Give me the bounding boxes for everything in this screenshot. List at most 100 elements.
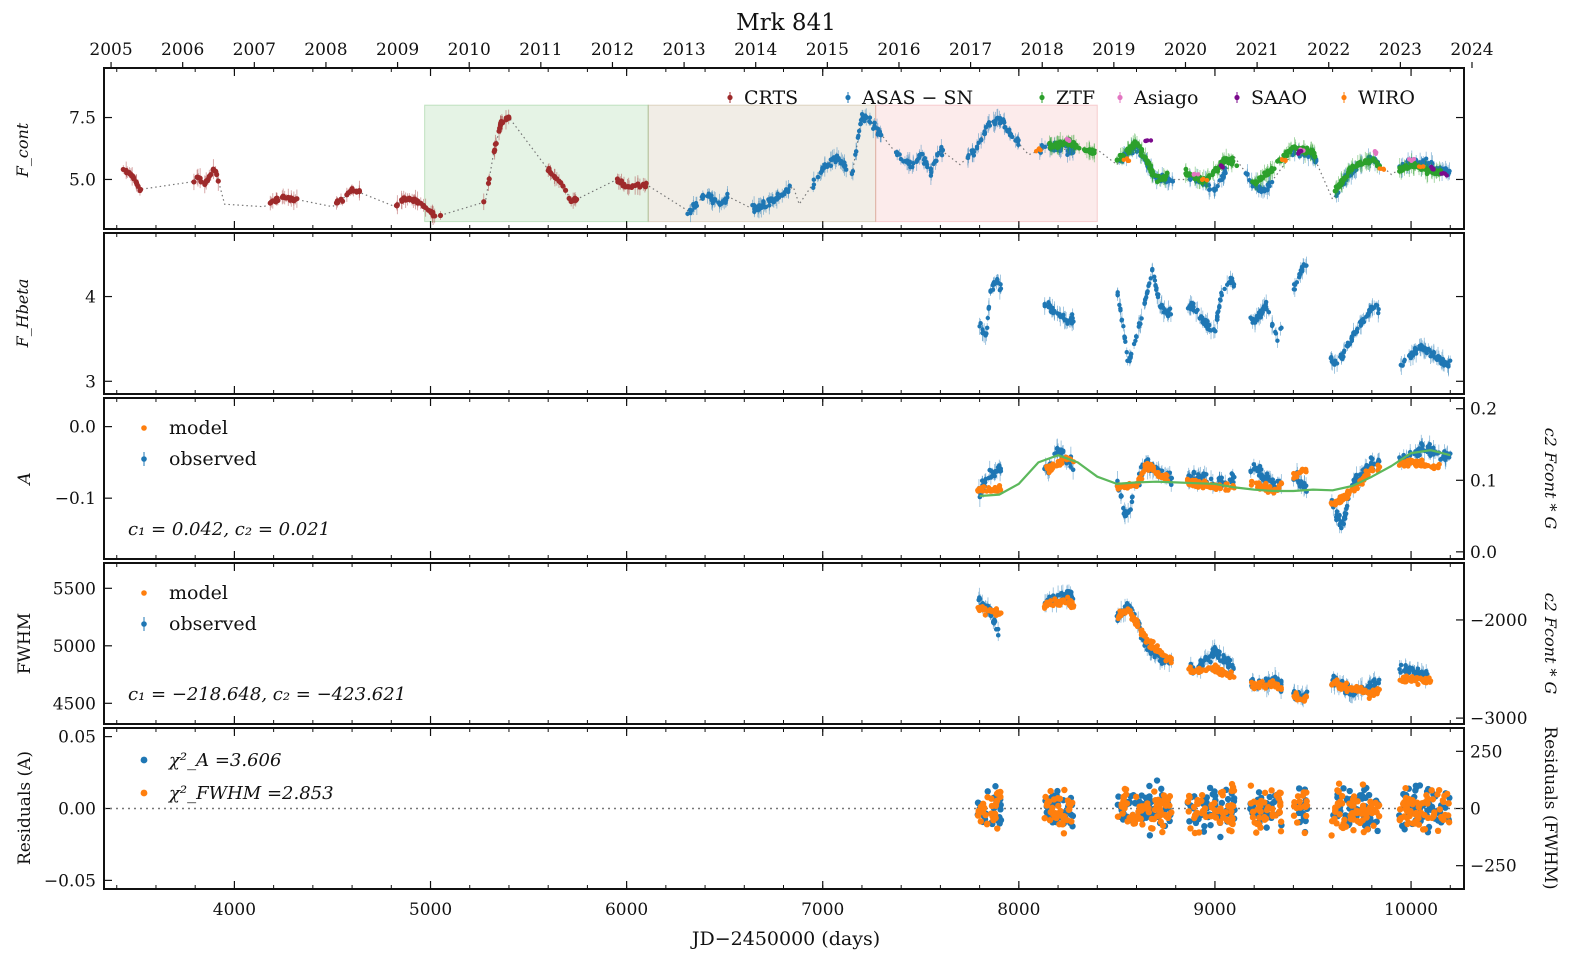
- data-point: [1429, 159, 1434, 165]
- data-point: [1068, 464, 1073, 469]
- data-point: [700, 194, 705, 199]
- data-point: [1248, 469, 1254, 475]
- data-point: [1065, 142, 1071, 148]
- series-wiro: [1033, 146, 1426, 183]
- panel-frame: [103, 232, 1465, 395]
- data-point: [994, 469, 1000, 474]
- data-point: [1283, 157, 1288, 163]
- data-point: [1297, 271, 1302, 277]
- legend-entry: ZTF: [1039, 87, 1095, 109]
- data-point: [1001, 117, 1006, 122]
- data-point: [1282, 152, 1288, 158]
- data-point: [1297, 149, 1302, 155]
- data-point: [757, 203, 762, 208]
- data-point: [129, 173, 135, 179]
- data-point: [1068, 315, 1074, 321]
- data-point: [1418, 441, 1424, 446]
- data-point: [1148, 163, 1153, 168]
- y-tick-label: 3: [85, 372, 96, 392]
- data-point: [1141, 154, 1147, 160]
- right-y-tick-label: −2000: [1470, 611, 1528, 631]
- data-point: [1260, 309, 1265, 315]
- data-point: [862, 118, 867, 124]
- data-point: [750, 202, 755, 208]
- data-point: [986, 475, 992, 481]
- data-point: [1355, 326, 1360, 331]
- data-point: [1054, 446, 1060, 452]
- data-point: [344, 192, 350, 198]
- data-point: [991, 620, 997, 626]
- data-point: [1416, 164, 1422, 169]
- data-point: [855, 135, 861, 140]
- year-tick-label: 2006: [161, 40, 204, 60]
- data-point: [1219, 475, 1224, 481]
- data-point: [850, 168, 856, 174]
- data-point: [1345, 344, 1350, 349]
- data-point: [1257, 313, 1262, 318]
- series-h-beta: [977, 256, 1453, 377]
- legend-label: ZTF: [1056, 87, 1095, 109]
- data-point: [787, 183, 792, 188]
- data-point: [1333, 188, 1339, 194]
- legend-label: Asiago: [1133, 87, 1198, 109]
- data-point: [1419, 463, 1425, 469]
- data-point: [998, 286, 1004, 291]
- fit-coefficients-annotation: c₁ = 0.042, c₂ = 0.021: [128, 519, 330, 540]
- data-point: [1348, 165, 1354, 171]
- year-tick-label: 2020: [1164, 40, 1207, 60]
- data-point: [1051, 142, 1057, 148]
- data-point: [1373, 151, 1379, 156]
- data-point: [691, 201, 696, 207]
- data-point: [935, 151, 940, 157]
- data-point: [1265, 187, 1270, 193]
- right-y-axis-label: c2 Fcont * G: [1541, 428, 1560, 530]
- data-point: [1253, 181, 1259, 187]
- data-point: [1413, 351, 1419, 356]
- data-point: [859, 112, 865, 117]
- data-point: [268, 199, 274, 205]
- data-point: [782, 189, 787, 195]
- data-point: [1213, 328, 1218, 334]
- data-point: [766, 197, 771, 202]
- year-tick-label: 2015: [806, 40, 849, 60]
- data-point: [1183, 171, 1189, 176]
- data-point: [1046, 304, 1051, 310]
- data-point: [275, 197, 281, 204]
- data-point: [992, 121, 998, 127]
- data-point: [875, 126, 881, 131]
- data-point: [486, 176, 492, 182]
- year-tick-label: 2014: [734, 40, 777, 60]
- data-point: [1060, 449, 1066, 455]
- data-point: [1135, 141, 1140, 147]
- data-point: [1201, 176, 1206, 182]
- data-point: [1169, 475, 1175, 481]
- right-y-tick-label: −3000: [1470, 709, 1528, 729]
- data-point: [1446, 364, 1451, 369]
- data-point: [1371, 461, 1376, 466]
- data-point: [1270, 322, 1275, 327]
- data-point: [978, 486, 984, 493]
- data-point: [1215, 183, 1220, 189]
- data-point: [1424, 171, 1430, 177]
- data-point: [1117, 484, 1123, 491]
- data-point: [1411, 164, 1417, 170]
- data-point: [1159, 468, 1165, 474]
- data-point: [1344, 491, 1350, 497]
- legend-label: WIRO: [1358, 87, 1415, 109]
- data-point: [1334, 509, 1340, 514]
- legend-label: ASAS − SN: [861, 87, 973, 109]
- year-tick-label: 2007: [233, 40, 276, 60]
- data-point: [1366, 158, 1372, 164]
- data-point: [1262, 170, 1267, 176]
- data-point: [773, 196, 779, 201]
- data-point: [1217, 303, 1222, 309]
- data-point: [1126, 146, 1131, 152]
- data-point: [1195, 172, 1201, 177]
- data-point: [1152, 278, 1158, 283]
- data-point: [763, 204, 769, 210]
- data-point: [1230, 279, 1235, 284]
- data-point: [1148, 276, 1153, 281]
- data-point: [871, 126, 876, 131]
- data-point: [1124, 349, 1129, 355]
- data-point: [1256, 473, 1262, 478]
